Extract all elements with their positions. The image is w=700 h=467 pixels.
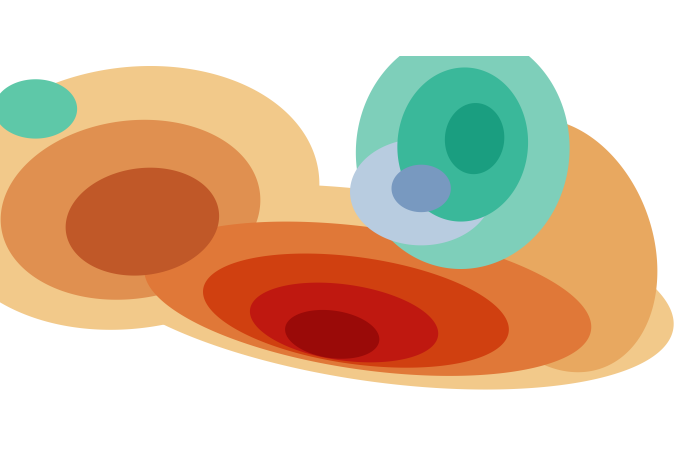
Polygon shape	[1, 120, 260, 300]
Polygon shape	[0, 79, 77, 139]
Polygon shape	[398, 68, 528, 221]
Polygon shape	[285, 310, 379, 359]
Polygon shape	[203, 254, 509, 368]
Polygon shape	[85, 184, 673, 389]
Polygon shape	[391, 165, 451, 212]
Polygon shape	[445, 103, 504, 174]
Polygon shape	[350, 139, 492, 245]
Polygon shape	[356, 32, 570, 269]
Polygon shape	[0, 66, 319, 330]
Polygon shape	[250, 283, 438, 362]
Polygon shape	[458, 119, 657, 372]
Polygon shape	[144, 222, 592, 376]
Polygon shape	[66, 168, 219, 276]
